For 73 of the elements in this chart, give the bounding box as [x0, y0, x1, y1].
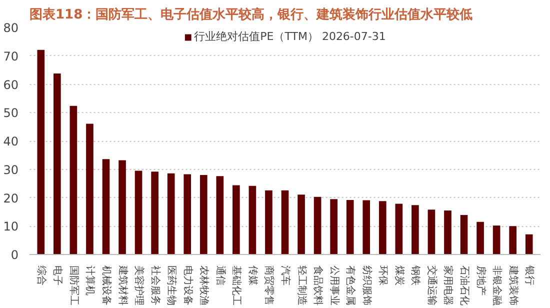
x-tick-label: 医药生物 [166, 266, 178, 306]
bar [362, 200, 370, 254]
x-tick-label: 汽车 [280, 266, 292, 286]
bar [248, 186, 256, 254]
bar [395, 204, 403, 254]
x-tick-label: 综合 [35, 266, 48, 286]
bar [330, 199, 338, 254]
bar [444, 210, 452, 254]
x-tick-label: 银行 [524, 264, 535, 286]
x-tick-label: 建筑装饰 [507, 264, 520, 306]
chart-title: 图表118：国防军工、电子估值水平较高，银行、建筑装饰行业估值水平较低 [30, 6, 473, 22]
x-tick-label: 传媒 [246, 266, 258, 286]
bar [118, 160, 126, 254]
y-tick-label: 80 [3, 21, 19, 35]
y-tick-label: 70 [3, 49, 19, 64]
bar [167, 173, 175, 254]
x-tick-label: 电子 [52, 266, 64, 286]
x-tick-label: 农林牧渔 [198, 266, 210, 306]
bar [509, 226, 516, 254]
bar [378, 201, 386, 254]
x-tick-label: 基础化工 [230, 266, 243, 306]
x-tick-label: 非银金融 [491, 266, 504, 306]
y-tick-label: 60 [3, 78, 19, 92]
bar [281, 190, 289, 254]
x-tick-label: 煤炭 [393, 266, 406, 286]
x-tick-label: 石油石化 [458, 266, 471, 306]
bar [86, 124, 94, 254]
x-tick-label: 建筑材料 [116, 264, 129, 306]
bar [37, 50, 45, 254]
bar [102, 159, 110, 254]
bar [184, 174, 192, 254]
bar [265, 190, 272, 254]
x-tick-label: 社会服务 [149, 266, 162, 306]
bar [70, 106, 78, 254]
bar [151, 172, 158, 254]
bar [54, 73, 61, 254]
y-tick-label: 20 [3, 191, 19, 206]
x-tick-label: 钢铁 [410, 264, 422, 286]
x-tick-label: 家用电器 [442, 266, 454, 306]
bar [428, 210, 436, 254]
x-tick-label: 商贸零售 [263, 266, 276, 306]
x-tick-label: 食品饮料 [312, 266, 324, 306]
x-tick-label: 轻工制造 [296, 266, 308, 306]
y-tick-label: 50 [3, 106, 19, 120]
bar [232, 185, 240, 254]
x-tick-label: 美容护理 [133, 266, 146, 306]
x-tick-label: 国防军工 [68, 266, 80, 306]
bar [134, 170, 142, 254]
y-tick-label: 0 [10, 248, 19, 262]
y-tick-label: 10 [3, 220, 19, 234]
bar [298, 194, 305, 254]
y-tick-label: 40 [3, 134, 19, 148]
x-tick-label: 计算机 [84, 266, 96, 296]
x-tick-label: 有色金属 [344, 266, 357, 306]
bar [346, 200, 354, 254]
legend-label: 行业绝对估值PE（TTM） 2026-07-31 [194, 29, 386, 44]
x-tick-label: 纺织服饰 [360, 266, 373, 306]
bar [412, 205, 419, 254]
x-tick-label: 环保 [377, 266, 388, 286]
x-tick-label: 交通运输 [426, 266, 438, 306]
bar [200, 175, 208, 254]
y-tick-label: 30 [3, 162, 19, 177]
bar [460, 215, 468, 254]
bar [525, 234, 533, 254]
bar [492, 226, 500, 254]
x-tick-label: 公用事业 [328, 266, 340, 306]
x-tick-label: 电力设备 [182, 266, 194, 306]
x-tick-label: 机械设备 [100, 266, 112, 306]
x-tick-label: 通信 [214, 266, 226, 286]
x-tick-label: 房地产 [474, 266, 487, 296]
bar [476, 222, 484, 254]
bar [314, 196, 322, 254]
bar [216, 176, 224, 254]
